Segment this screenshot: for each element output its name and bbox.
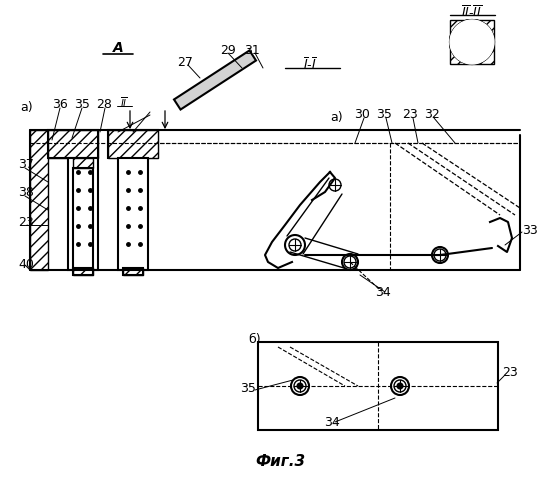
Circle shape xyxy=(297,383,303,389)
Text: $\overline{I}$-$\overline{I}$: $\overline{I}$-$\overline{I}$ xyxy=(303,58,317,72)
Text: 34: 34 xyxy=(324,416,340,430)
Text: 35: 35 xyxy=(74,98,90,112)
Text: $\overline{II}$: $\overline{II}$ xyxy=(120,96,128,110)
Text: 34: 34 xyxy=(375,286,391,300)
Text: Фиг.3: Фиг.3 xyxy=(255,454,305,469)
Bar xyxy=(123,268,143,275)
Bar xyxy=(123,268,143,275)
Bar xyxy=(73,268,93,275)
Circle shape xyxy=(459,29,485,55)
Bar xyxy=(73,268,93,275)
Text: 29: 29 xyxy=(220,44,236,57)
Bar xyxy=(30,130,48,270)
Circle shape xyxy=(450,20,494,64)
Bar xyxy=(48,130,98,158)
Bar xyxy=(450,20,494,64)
Text: 32: 32 xyxy=(424,108,440,122)
Polygon shape xyxy=(174,50,256,110)
Text: 27: 27 xyxy=(177,56,193,68)
Text: 23: 23 xyxy=(502,366,518,380)
Text: 23: 23 xyxy=(402,108,418,122)
Text: 38: 38 xyxy=(18,186,34,200)
Bar xyxy=(108,130,158,158)
Bar xyxy=(258,342,498,430)
Text: 31: 31 xyxy=(244,44,260,57)
Text: а): а) xyxy=(330,112,343,124)
Text: б): б) xyxy=(248,334,261,346)
Bar xyxy=(73,168,93,270)
Bar xyxy=(118,158,148,270)
Text: 23: 23 xyxy=(18,216,33,228)
Text: 28: 28 xyxy=(96,98,112,112)
Bar xyxy=(73,158,93,168)
Text: 35: 35 xyxy=(240,382,256,394)
Text: А: А xyxy=(113,41,123,55)
Text: 33: 33 xyxy=(522,224,538,236)
Circle shape xyxy=(397,383,403,389)
Bar xyxy=(108,130,158,158)
Text: 30: 30 xyxy=(354,108,370,122)
Text: 36: 36 xyxy=(52,98,68,112)
Text: $\overline{II}$-$\overline{II}$: $\overline{II}$-$\overline{II}$ xyxy=(461,6,483,20)
Text: а): а) xyxy=(20,102,32,114)
Bar xyxy=(48,130,98,158)
Text: 35: 35 xyxy=(376,108,392,122)
Bar xyxy=(68,158,98,270)
Text: 40: 40 xyxy=(18,258,34,270)
Text: 37: 37 xyxy=(18,158,34,172)
